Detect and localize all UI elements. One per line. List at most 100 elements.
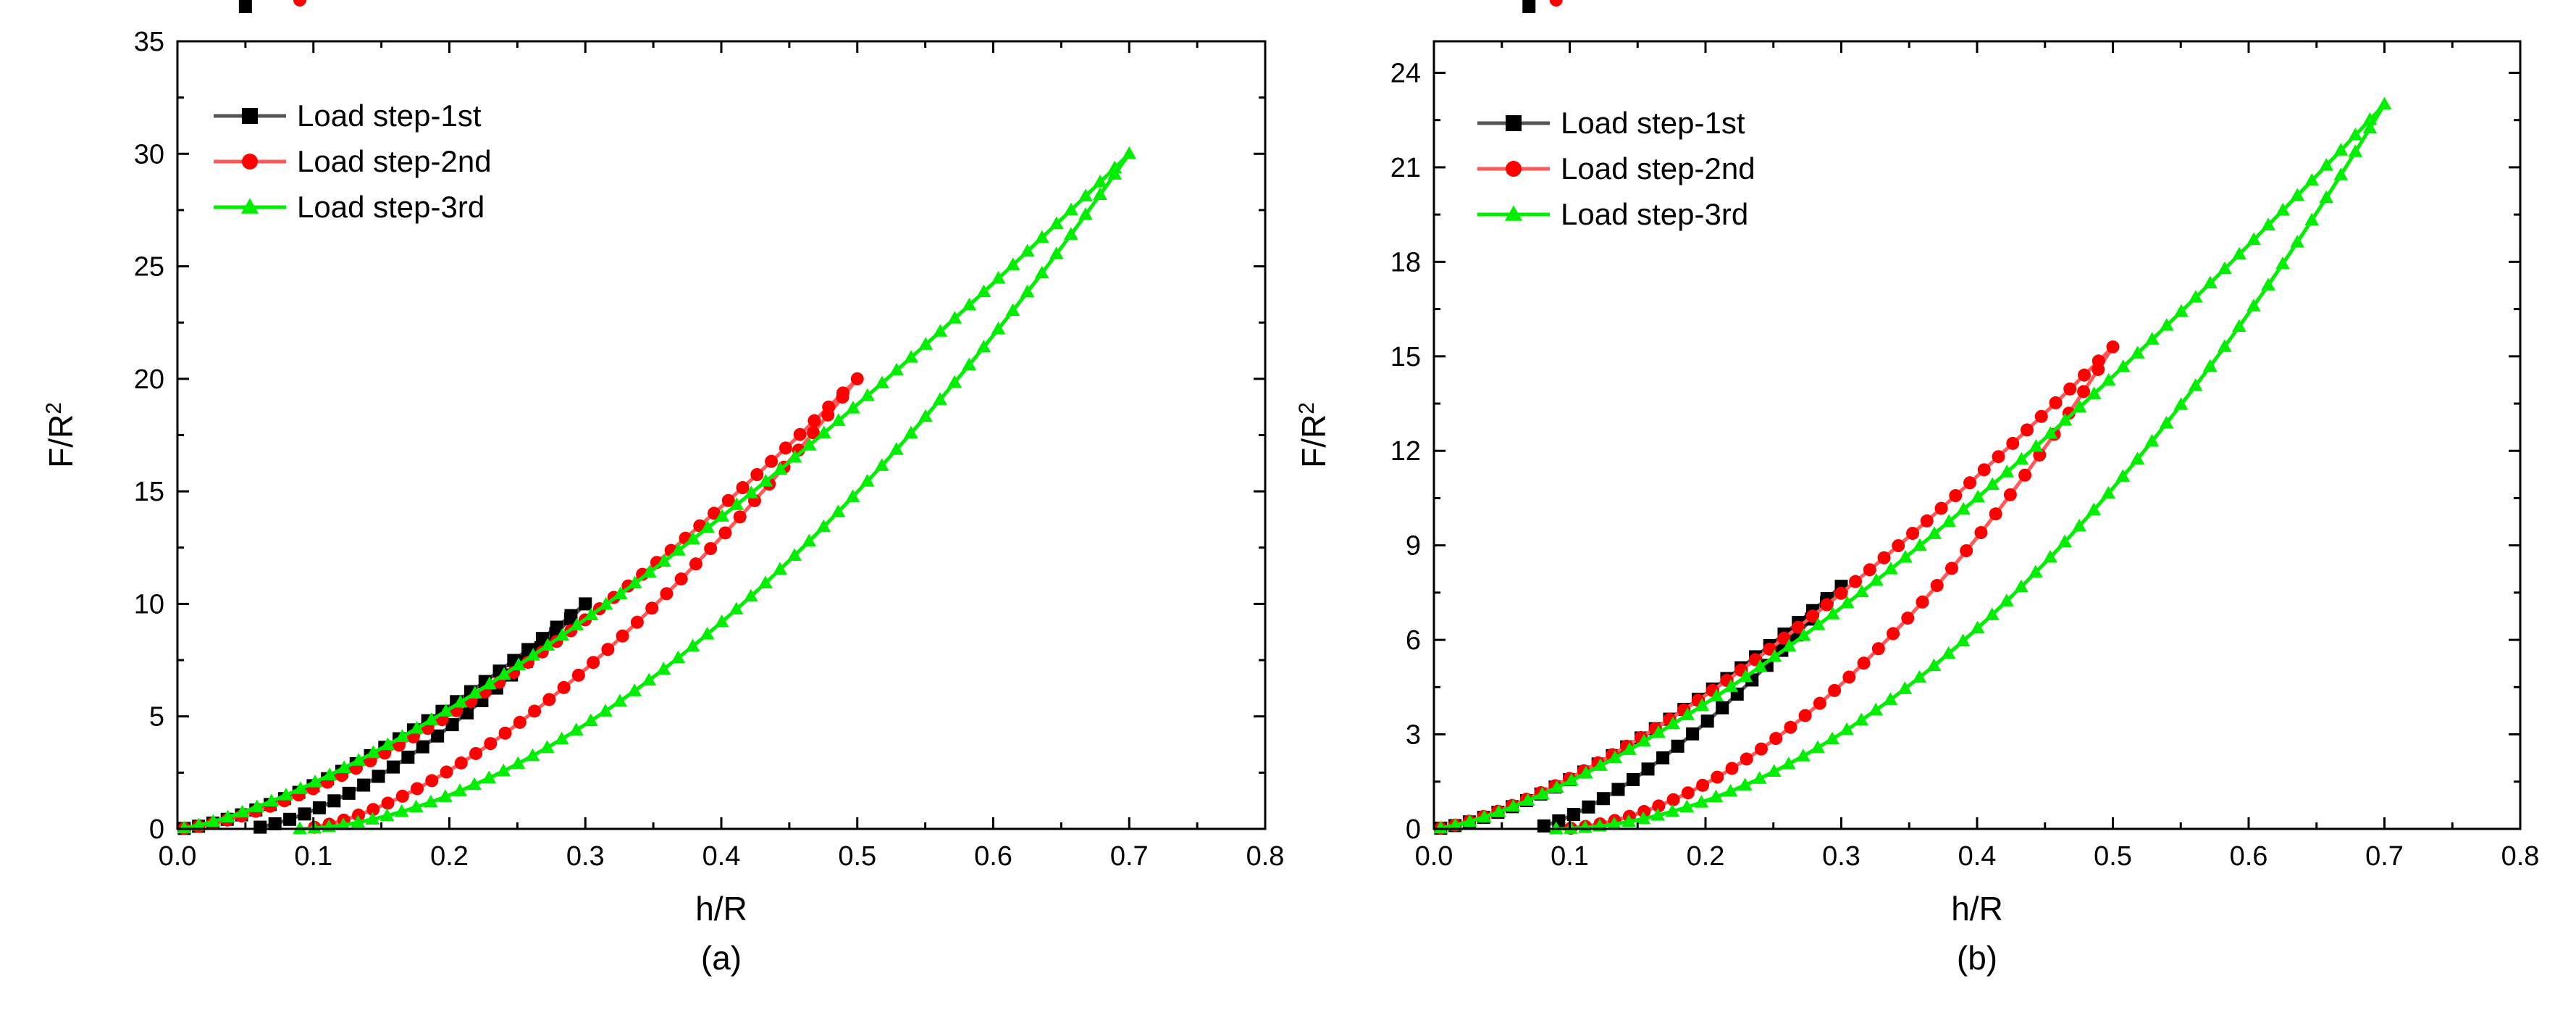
data-point [1665, 804, 1680, 817]
x-tick-label: 0.4 [702, 841, 741, 872]
data-point [1636, 811, 1651, 825]
data-point [962, 297, 977, 311]
y-tick-label: 18 [1390, 247, 1421, 278]
legend-marker [1504, 205, 1523, 221]
data-point [2029, 564, 2043, 578]
data-point [1686, 727, 1700, 740]
data-point [1078, 207, 1093, 220]
data-point [779, 441, 792, 455]
data-point [1709, 688, 1724, 702]
data-point [1792, 620, 1805, 634]
data-point [1901, 612, 1915, 625]
data-point [1724, 679, 1739, 692]
data-point [860, 388, 875, 401]
x-tick-label: 0.5 [2094, 841, 2132, 872]
series-line [1440, 346, 2115, 830]
data-point [445, 718, 459, 732]
data-point [372, 769, 385, 783]
data-point [1892, 539, 1905, 553]
legend-label: Load step-3rd [1561, 197, 1748, 231]
data-point [2218, 261, 2232, 275]
data-point [2159, 317, 2174, 331]
data-point [889, 362, 904, 376]
data-point [2101, 372, 2116, 386]
legend-label: Load step-1st [1561, 106, 1745, 140]
data-point [206, 814, 221, 827]
y-tick-label: 10 [134, 589, 164, 619]
data-point [1941, 646, 1956, 659]
y-axis-title: F/R2 [1295, 402, 1333, 468]
data-point [2362, 120, 2378, 134]
data-point [453, 694, 468, 708]
data-point [2290, 235, 2305, 248]
data-point [1920, 514, 1934, 527]
data-point [1839, 595, 1855, 609]
data-point [1725, 762, 1739, 775]
data-point [2029, 438, 2044, 452]
y-tick-label: 30 [134, 139, 164, 170]
series-3 [177, 146, 1137, 835]
data-point [1607, 817, 1621, 830]
data-point [351, 753, 366, 766]
data-point [2014, 451, 2029, 465]
chart-panel-b: 0.0 0.1 0.2 0.3 0.4 0.5 0.6 0.7 0.8 0 3 6 9 12 15 18 21 2… [1295, 0, 2540, 977]
data-point [454, 756, 468, 770]
data-point [918, 337, 934, 350]
data-point [1671, 739, 1685, 753]
data-point [2101, 485, 2116, 499]
data-point [1985, 477, 2000, 491]
data-point [264, 793, 279, 807]
data-point [1883, 562, 1898, 575]
data-point [1578, 765, 1593, 779]
data-point [1795, 748, 1811, 762]
data-point [933, 392, 947, 405]
panel-label: (a) [701, 939, 742, 977]
data-point [511, 756, 526, 769]
data-point [1782, 638, 1797, 652]
data-point [1666, 716, 1681, 730]
x-tick-label: 0.8 [2501, 841, 2540, 872]
data-point [431, 729, 445, 743]
data-point [1781, 756, 1796, 769]
y-axis-title: F/R2 [42, 402, 80, 468]
data-point [2115, 359, 2131, 372]
data-point [2261, 217, 2276, 230]
legend-marker [242, 108, 258, 124]
data-point [322, 767, 337, 780]
data-point [816, 425, 831, 438]
legend-label: Load step-3rd [297, 190, 484, 224]
data-point [249, 799, 264, 812]
data-point [1949, 489, 1963, 503]
x-tick-label: 0.3 [1822, 841, 1860, 872]
data-point [642, 672, 657, 686]
y-tick-label: 24 [1390, 58, 1421, 88]
series-2 [1434, 0, 2120, 835]
data-point [1784, 720, 1797, 734]
data-point [1777, 631, 1791, 645]
data-point [714, 614, 729, 627]
data-point [2159, 415, 2174, 429]
data-point [845, 489, 860, 502]
data-point [526, 648, 541, 661]
data-point [1977, 463, 1991, 477]
data-point [1637, 733, 1651, 747]
x-tick-label: 0.3 [566, 841, 605, 872]
legend: Load step-1st Load step-2nd Load step-3rd [214, 99, 492, 224]
data-point [613, 586, 628, 599]
data-point [656, 662, 671, 675]
data-point [933, 324, 948, 337]
y-tick-label: 0 [149, 814, 164, 845]
data-point [2003, 488, 2017, 501]
data-point [554, 731, 569, 745]
data-point [352, 809, 366, 822]
data-point [704, 542, 718, 556]
data-point [2246, 232, 2261, 246]
data-point [903, 425, 918, 439]
data-point [773, 462, 788, 475]
data-point [1064, 202, 1078, 216]
data-point [1820, 598, 1834, 612]
data-point [497, 667, 511, 680]
data-point [1849, 575, 1863, 588]
data-point [860, 474, 875, 487]
data-point [1754, 742, 1768, 756]
